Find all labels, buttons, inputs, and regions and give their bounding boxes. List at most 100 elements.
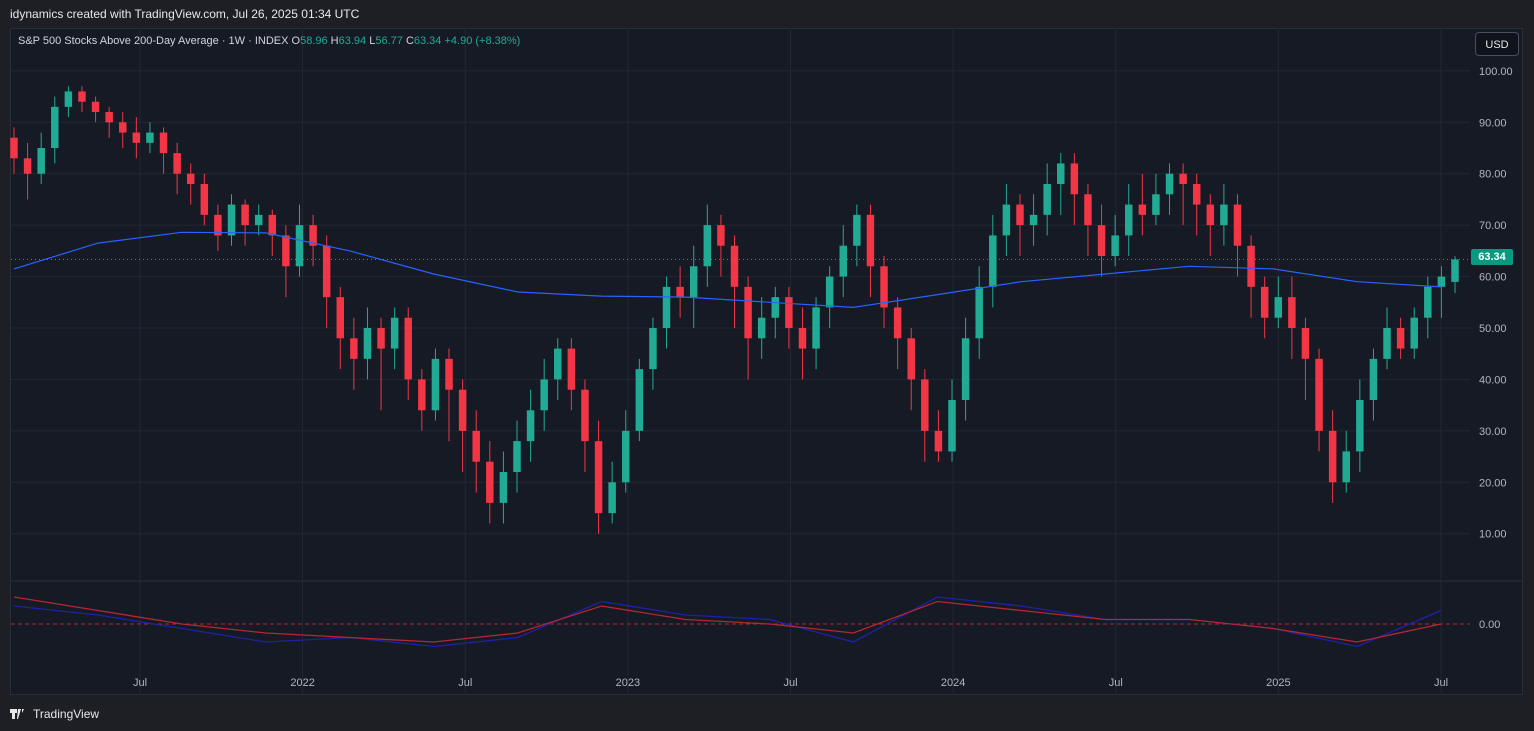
candle-body: [662, 286, 671, 328]
candle-body: [1043, 184, 1051, 215]
osc-zero-label: 0.00: [1479, 619, 1500, 631]
candle-body: [812, 307, 820, 349]
candle-body: [377, 328, 385, 349]
candle-body: [717, 225, 725, 246]
candle-body: [785, 297, 793, 328]
candle-body: [390, 317, 399, 349]
candle-body: [1410, 317, 1418, 349]
candle-body: [445, 358, 453, 390]
candle-body: [744, 286, 752, 339]
candle-body: [78, 91, 86, 102]
candle-body: [689, 266, 698, 298]
candle-body: [1057, 163, 1065, 184]
x-tick-label: 2022: [290, 677, 314, 689]
currency-button[interactable]: USD: [1475, 32, 1519, 56]
candle-body: [10, 137, 18, 159]
candle-body: [254, 214, 263, 226]
x-tick-label: Jul: [133, 677, 147, 689]
candle-body: [1070, 163, 1079, 195]
candle-body: [1138, 204, 1147, 215]
candle-body: [798, 328, 807, 349]
candle-body: [486, 461, 494, 503]
y-tick-label: 20.00: [1479, 477, 1507, 489]
candle-body: [1328, 430, 1337, 483]
candle-body: [1342, 451, 1350, 483]
candle-body: [458, 389, 467, 431]
high-label: H: [330, 35, 339, 47]
candle-body: [472, 430, 480, 462]
candle-body: [1124, 204, 1133, 236]
candle-body: [989, 235, 997, 287]
candle-body: [635, 369, 644, 431]
candle-body: [37, 148, 45, 174]
candle-body: [975, 286, 983, 339]
candle-body: [825, 276, 834, 308]
candle-body: [1165, 173, 1174, 195]
symbol-name: S&P 500 Stocks Above 200-Day Average · 1…: [18, 35, 289, 47]
y-tick-label: 90.00: [1479, 117, 1507, 129]
x-tick-label: Jul: [458, 677, 472, 689]
low-value: 56.77: [375, 35, 403, 47]
y-tick-label: 60.00: [1479, 272, 1507, 284]
candle-body: [622, 430, 630, 483]
candle-body: [336, 297, 345, 339]
candle-body: [540, 379, 548, 411]
candle-body: [594, 441, 603, 514]
y-tick-label: 100.00: [1479, 66, 1513, 78]
candle-body: [295, 225, 304, 267]
candle-body: [200, 184, 209, 215]
osc-slow-line: [13, 596, 1442, 643]
candle-body: [866, 214, 875, 267]
y-tick-label: 80.00: [1479, 169, 1507, 181]
low-label: L: [369, 35, 376, 47]
candle-body: [363, 328, 372, 359]
candle-body: [105, 112, 113, 123]
x-tick-label: Jul: [783, 677, 797, 689]
candle-body: [921, 379, 929, 431]
chart-caption: idynamics created with TradingView.com, …: [10, 7, 360, 21]
candle-body: [1260, 286, 1269, 318]
y-tick-label: 30.00: [1479, 426, 1507, 438]
candle-body: [309, 225, 317, 246]
open-label: O: [291, 35, 301, 47]
open-value: 58.96: [300, 35, 328, 47]
y-tick-label: 10.00: [1479, 529, 1507, 541]
candle-body: [1451, 259, 1459, 282]
candle-body: [91, 101, 100, 112]
candle-body: [173, 153, 181, 174]
candle-body: [961, 338, 970, 400]
candle-body: [499, 472, 508, 503]
footer-bar: TradingView: [0, 700, 1534, 731]
tradingview-logo-icon: [10, 709, 24, 719]
candle-body: [1274, 297, 1283, 318]
candle-body: [1084, 194, 1092, 226]
change-value: +4.90 (+8.38%): [444, 35, 521, 47]
candle-body: [241, 204, 249, 226]
candle-body: [404, 317, 412, 380]
candle-body: [771, 297, 780, 318]
candle-body: [608, 482, 616, 514]
candle-body: [1220, 204, 1228, 226]
candle-body: [948, 400, 956, 452]
candle-body: [1383, 328, 1391, 359]
close-value: 63.34: [413, 35, 442, 47]
candle-body: [1233, 204, 1242, 246]
candle-body: [1396, 328, 1405, 349]
candle-body: [1288, 297, 1296, 328]
chart-frame[interactable]: [10, 28, 1523, 695]
candle-body: [322, 245, 331, 298]
x-tick-label: Jul: [1434, 677, 1448, 689]
candle-body: [581, 389, 589, 442]
candle-body: [1002, 204, 1011, 236]
candle-body: [1097, 225, 1106, 256]
candle-body: [554, 348, 562, 380]
candle-body: [526, 410, 535, 442]
last-price-label: 63.34: [1471, 249, 1513, 265]
candle-body: [418, 379, 426, 411]
candle-body: [703, 225, 712, 267]
candle-body: [1356, 400, 1364, 452]
candle-body: [1016, 204, 1024, 226]
candle-body: [1111, 235, 1119, 256]
candle-body: [1152, 194, 1160, 215]
